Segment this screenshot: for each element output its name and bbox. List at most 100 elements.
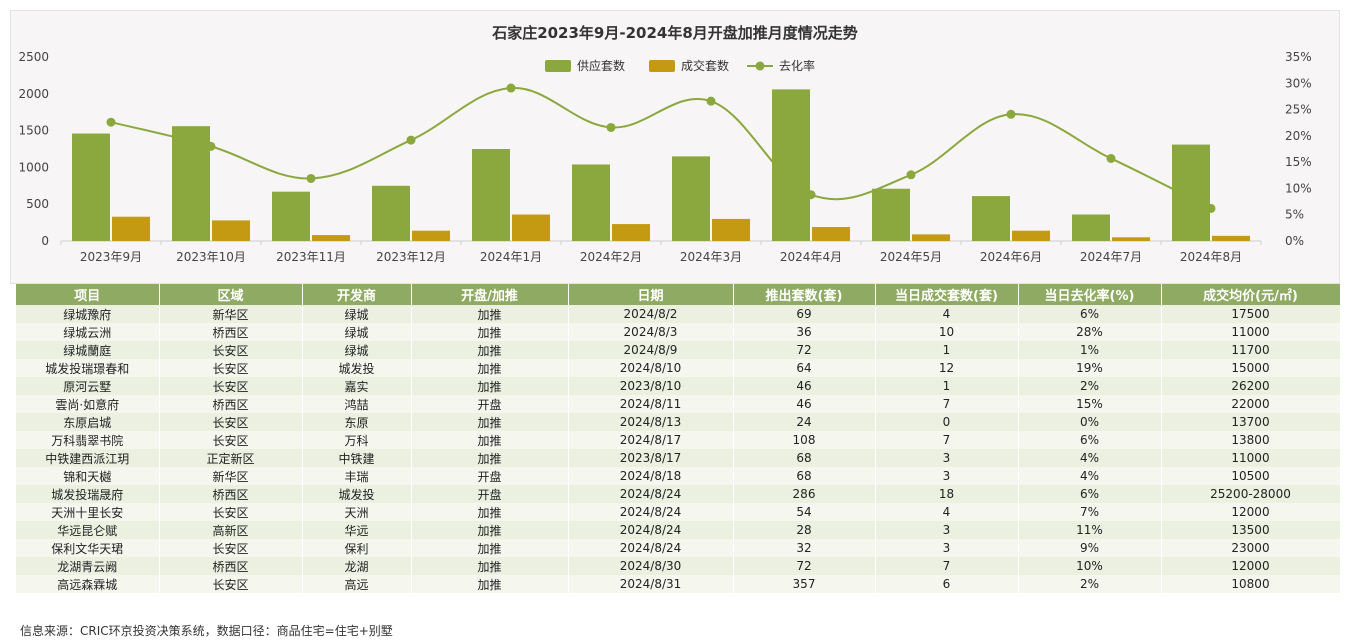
table-cell: 正定新区: [159, 449, 303, 467]
table-row: 高远森霖城 长安区 高远 加推 2024/8/31 357 6 2% 10800: [16, 575, 1341, 593]
x-tick-label: 2023年10月: [176, 250, 246, 264]
table-cell: 加推: [411, 413, 569, 431]
bar-supply: [472, 149, 510, 241]
y-left-tick-label: 2000: [18, 87, 49, 101]
table-cell: 3: [875, 449, 1019, 467]
table-cell: 城发投: [302, 485, 412, 503]
table-cell: 新华区: [159, 305, 303, 323]
table-cell: 新华区: [159, 467, 303, 485]
chart-panel: 石家庄2023年9月-2024年8月开盘加推月度情况走势 供应套数 成交套数 去化率…: [10, 10, 1340, 284]
table-cell: 绿城: [302, 323, 412, 341]
table-cell: 10800: [1161, 575, 1341, 593]
bar-supply: [172, 126, 210, 241]
table-cell: 加推: [411, 305, 569, 323]
table-cell: 2024/8/30: [568, 557, 734, 575]
table-row: 龙湖青云阙 桥西区 龙湖 加推 2024/8/30 72 7 10% 12000: [16, 557, 1341, 575]
table-cell: 26200: [1161, 377, 1341, 395]
table-cell: 保利: [302, 539, 412, 557]
table-cell: 28: [733, 521, 876, 539]
table-cell: 4: [875, 305, 1019, 323]
table-cell: 2%: [1018, 575, 1162, 593]
table-cell: 城发投瑞晟府: [16, 485, 160, 503]
table-cell: 2024/8/24: [568, 503, 734, 521]
table-cell: 保利文华天珺: [16, 539, 160, 557]
table-cell: 69: [733, 305, 876, 323]
x-tick-label: 2023年12月: [376, 250, 446, 264]
table-header-row: 项目 区域 开发商 开盘/加推 日期 推出套数(套) 当日成交套数(套) 当日去化率(%) 成交…: [16, 284, 1341, 305]
table-cell: 加推: [411, 377, 569, 395]
table-cell: 嘉实: [302, 377, 412, 395]
bar-sold: [512, 214, 550, 241]
table-header-cell: 日期: [568, 284, 734, 305]
y-left-tick-label: 1500: [18, 124, 49, 138]
table-cell: 开盘: [411, 395, 569, 413]
table-cell: 32: [733, 539, 876, 557]
sell-through-line: [110, 87, 1212, 210]
x-tick-label: 2023年9月: [80, 250, 142, 264]
table-cell: 2%: [1018, 377, 1162, 395]
table-cell: 桥西区: [159, 395, 303, 413]
bar-supply: [872, 188, 910, 241]
chart-line: [106, 83, 1216, 213]
source-note: 信息来源：CRIC环京投资决策系统，数据口径：商品住宅=住宅+别墅: [20, 624, 393, 638]
table-cell: 12000: [1161, 557, 1341, 575]
table-cell: 7: [875, 395, 1019, 413]
table-cell: 1: [875, 377, 1019, 395]
chart-bars: [72, 89, 1250, 241]
sell-through-point: [206, 141, 216, 151]
x-tick-label: 2024年6月: [980, 250, 1042, 264]
table-cell: 城发投: [302, 359, 412, 377]
table-cell: 6%: [1018, 485, 1162, 503]
sell-through-point: [1106, 153, 1116, 163]
table-row: 原河云墅 长安区 嘉实 加推 2023/8/10 46 1 2% 26200: [16, 377, 1341, 395]
table-cell: 加推: [411, 323, 569, 341]
table-cell: 长安区: [159, 503, 303, 521]
bar-sold: [1212, 235, 1250, 241]
table-cell: 加推: [411, 341, 569, 359]
table-header-cell: 区域: [159, 284, 303, 305]
table-cell: 长安区: [159, 413, 303, 431]
x-tick-label: 2024年7月: [1080, 250, 1142, 264]
table-cell: 桥西区: [159, 485, 303, 503]
x-tick-label: 2024年5月: [880, 250, 942, 264]
bar-supply: [772, 89, 810, 241]
table-cell: 长安区: [159, 431, 303, 449]
table-cell: 高远森霖城: [16, 575, 160, 593]
chart-legend: 供应套数 成交套数 去化率: [545, 58, 815, 73]
table-cell: 中铁建: [302, 449, 412, 467]
sell-through-point: [806, 190, 816, 200]
table-cell: 22000: [1161, 395, 1341, 413]
table-cell: 中铁建西派江玥: [16, 449, 160, 467]
table-cell: 2024/8/18: [568, 467, 734, 485]
table-cell: 3: [875, 521, 1019, 539]
legend-label: 供应套数: [577, 58, 625, 73]
table-cell: 46: [733, 377, 876, 395]
table-cell: 加推: [411, 521, 569, 539]
table-cell: 4: [875, 503, 1019, 521]
y-left-tick-label: 1000: [18, 160, 49, 174]
table-cell: 0%: [1018, 413, 1162, 431]
table-header-cell: 项目: [16, 284, 160, 305]
table-cell: 19%: [1018, 359, 1162, 377]
table-cell: 2024/8/11: [568, 395, 734, 413]
table-cell: 长安区: [159, 377, 303, 395]
table-cell: 25200-28000: [1161, 485, 1341, 503]
y-left-tick-label: 0: [41, 234, 49, 248]
chart-axes: 0 500 1000 1500 2000 2500 0% 5% 10% 15% 20% 25% 30% 3…: [18, 50, 1311, 264]
table-cell: 11000: [1161, 449, 1341, 467]
table-cell: 4%: [1018, 467, 1162, 485]
table-cell: 龙湖青云阙: [16, 557, 160, 575]
bar-sold: [312, 235, 350, 241]
table-row: 华远昆仑赋 高新区 华远 加推 2024/8/24 28 3 11% 13500: [16, 521, 1341, 539]
table-cell: 万科翡翠书院: [16, 431, 160, 449]
table-cell: 1%: [1018, 341, 1162, 359]
table-header-cell: 推出套数(套): [733, 284, 876, 305]
table-cell: 华远昆仑赋: [16, 521, 160, 539]
x-tick-label: 2024年3月: [680, 250, 742, 264]
table-cell: 10%: [1018, 557, 1162, 575]
table-cell: 15%: [1018, 395, 1162, 413]
table-cell: 36: [733, 323, 876, 341]
table-cell: 绿城蘭庭: [16, 341, 160, 359]
table-cell: 13700: [1161, 413, 1341, 431]
legend-marker: [755, 61, 765, 71]
